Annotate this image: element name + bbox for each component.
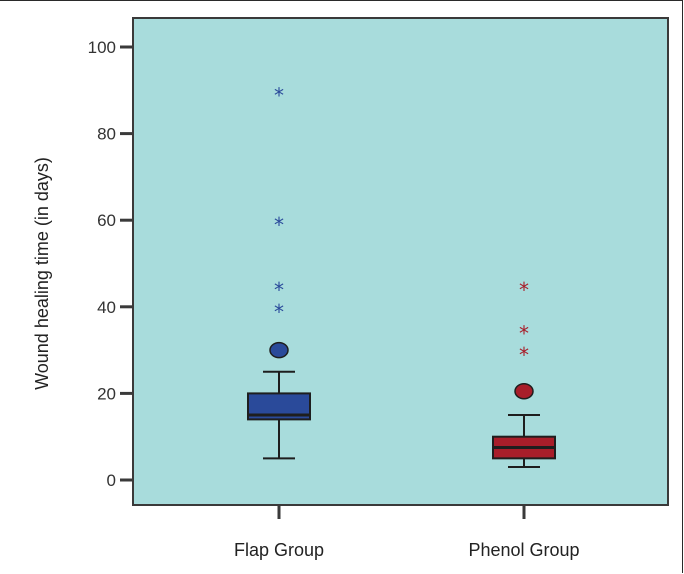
extreme-point: * xyxy=(274,213,284,237)
x-tick-label: Flap Group xyxy=(234,540,324,560)
box-series: ******* xyxy=(247,83,556,469)
plot-area xyxy=(132,17,669,506)
y-tick-label: 0 xyxy=(107,471,116,490)
y-tick-label: 60 xyxy=(97,211,116,230)
extreme-point: * xyxy=(274,300,284,324)
y-tick-label: 100 xyxy=(88,38,116,57)
x-axis-ticks: Flap Group Phenol Group xyxy=(234,505,580,560)
x-tick-label: Phenol Group xyxy=(468,540,579,560)
outlier-point xyxy=(514,382,534,400)
box-group-flap: **** xyxy=(247,83,311,460)
y-axis-title: Wound healing time (in days) xyxy=(32,157,52,390)
box-group-phenol: *** xyxy=(492,278,556,469)
extreme-point: * xyxy=(519,278,529,302)
extreme-point: * xyxy=(519,343,529,367)
y-tick-label: 20 xyxy=(97,384,116,403)
y-tick-label: 40 xyxy=(97,298,116,317)
extreme-point: * xyxy=(274,278,284,302)
extreme-point: * xyxy=(519,321,529,345)
y-axis-ticks: 0 20 40 60 80 100 xyxy=(88,38,133,490)
extreme-point: * xyxy=(274,83,284,107)
y-tick-label: 80 xyxy=(97,125,116,144)
outlier-point xyxy=(269,341,289,359)
